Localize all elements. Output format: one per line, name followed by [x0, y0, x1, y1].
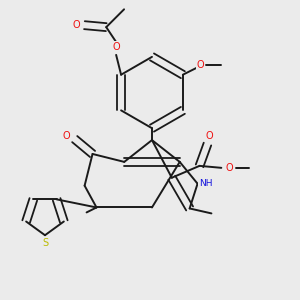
Text: O: O	[63, 131, 70, 141]
Text: O: O	[225, 163, 233, 173]
Text: NH: NH	[199, 179, 212, 188]
Text: O: O	[206, 131, 213, 141]
Text: O: O	[112, 42, 120, 52]
Text: S: S	[42, 238, 48, 248]
Text: O: O	[197, 60, 205, 70]
Text: O: O	[73, 20, 80, 30]
